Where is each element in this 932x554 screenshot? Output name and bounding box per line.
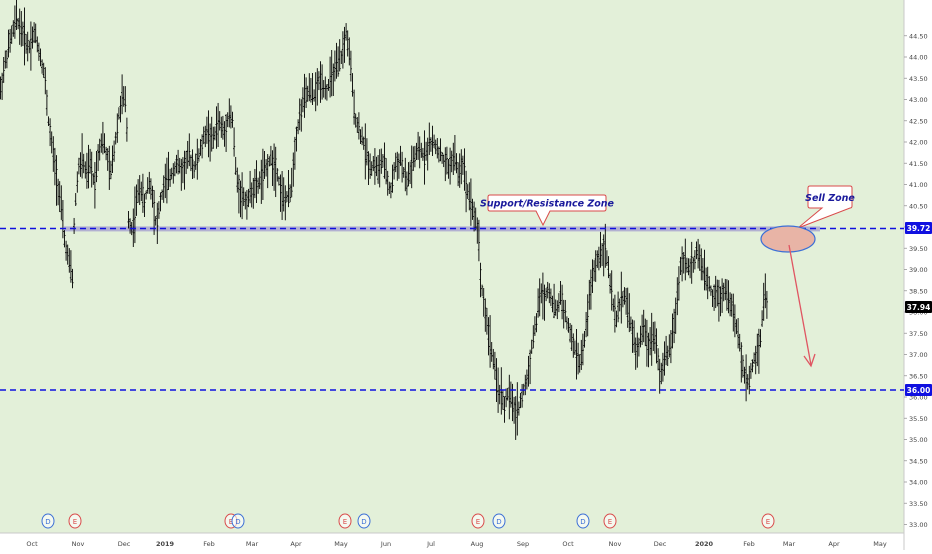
- price-tick-label: 34.50: [909, 457, 928, 465]
- time-tick-label: Feb: [743, 540, 755, 548]
- price-tick-label: 36.00: [909, 394, 928, 402]
- dividend-marker[interactable]: D: [576, 513, 590, 529]
- price-tick-label: 43.50: [909, 75, 928, 83]
- time-tick-label: Apr: [290, 540, 302, 548]
- price-tick-label: 44.00: [909, 54, 928, 62]
- callout-box: [797, 185, 853, 229]
- support-resistance-callout[interactable]: Support/Resistance Zone: [480, 194, 615, 227]
- price-tick-label: 39.00: [909, 266, 928, 274]
- event-marker-letter: D: [580, 518, 585, 526]
- price-axis-background: [904, 0, 932, 550]
- time-tick-label: May: [334, 540, 348, 548]
- dividend-marker[interactable]: D: [492, 513, 506, 529]
- time-tick-label: Aug: [471, 540, 484, 548]
- plot-background: [0, 0, 904, 533]
- time-tick-label: 2020: [695, 540, 714, 548]
- time-tick-label: Dec: [118, 540, 131, 548]
- support-price-text: 36.00: [907, 386, 931, 395]
- price-axis-ticks: 33.00 33.50 34.00 34.50 35.00 35.50 36.00 36.50…: [904, 32, 928, 529]
- dividend-marker[interactable]: D: [231, 513, 245, 529]
- time-axis-ticks: Oct Nov Dec 2019 Feb Mar Apr May Jun Jul Aug Sep Oct…: [26, 540, 886, 548]
- resistance-price-label: 39.72: [905, 222, 932, 234]
- time-tick-label: 2019: [156, 540, 175, 548]
- last-price-label: 37.94: [905, 301, 932, 313]
- event-marker-letter: E: [766, 518, 770, 526]
- event-marker-letter: D: [361, 518, 366, 526]
- price-tick-label: 40.50: [909, 202, 928, 210]
- time-axis-background: [0, 533, 904, 550]
- event-marker-letter: E: [476, 518, 480, 526]
- time-tick-label: Dec: [654, 540, 667, 548]
- price-tick-label: 39.50: [909, 245, 928, 253]
- resistance-price-text: 39.72: [907, 224, 931, 233]
- time-tick-label: Mar: [246, 540, 259, 548]
- support-price-label: 36.00: [905, 384, 932, 396]
- time-tick-label: Apr: [828, 540, 840, 548]
- event-marker-letter: D: [235, 518, 240, 526]
- time-tick-label: Jul: [426, 540, 435, 548]
- dividend-marker[interactable]: D: [357, 513, 371, 529]
- sell-zone-ellipse[interactable]: [760, 225, 816, 253]
- price-tick-label: 38.50: [909, 287, 928, 295]
- price-tick-label: 42.00: [909, 139, 928, 147]
- time-tick-label: Feb: [203, 540, 215, 548]
- event-marker-letter: E: [343, 518, 347, 526]
- time-tick-label: Sep: [517, 540, 529, 548]
- earnings-marker[interactable]: E: [338, 513, 352, 529]
- time-tick-label: Nov: [609, 540, 622, 548]
- event-marker-letter: D: [496, 518, 501, 526]
- callout-box: [487, 194, 607, 227]
- time-tick-label: Oct: [26, 540, 38, 548]
- price-tick-label: 33.50: [909, 500, 928, 508]
- price-tick-label: 41.50: [909, 160, 928, 168]
- price-tick-label: 44.50: [909, 32, 928, 40]
- sell-zone-callout[interactable]: Sell Zone: [760, 185, 855, 368]
- event-marker-letter: E: [608, 518, 612, 526]
- last-price-text: 37.94: [907, 303, 931, 312]
- price-levels: [0, 227, 904, 391]
- callout-text: Sell Zone: [805, 193, 855, 204]
- sell-arrow[interactable]: [788, 244, 812, 366]
- price-tick-label: 33.00: [909, 521, 928, 529]
- arrow-head-icon: [803, 353, 816, 368]
- price-tick-label: 35.00: [909, 436, 928, 444]
- price-tick-label: 34.00: [909, 479, 928, 487]
- price-tick-label: 37.00: [909, 351, 928, 359]
- price-tick-label: 36.50: [909, 372, 928, 380]
- dividend-marker[interactable]: D: [41, 513, 55, 529]
- time-tick-label: Oct: [562, 540, 574, 548]
- time-tick-label: Jun: [380, 540, 391, 548]
- event-marker-letter: E: [73, 518, 77, 526]
- price-tick-label: 42.50: [909, 117, 928, 125]
- time-tick-label: Nov: [72, 540, 85, 548]
- candles: [0, 0, 768, 440]
- price-tick-label: 35.50: [909, 415, 928, 423]
- earnings-marker[interactable]: E: [761, 513, 775, 529]
- event-marker-letter: E: [229, 518, 233, 526]
- earnings-marker[interactable]: E: [68, 513, 82, 529]
- earnings-marker[interactable]: E: [603, 513, 617, 529]
- price-tick-label: 41.00: [909, 181, 928, 189]
- price-tick-label: 43.00: [909, 96, 928, 104]
- time-tick-label: Mar: [783, 540, 796, 548]
- earnings-marker[interactable]: E: [471, 513, 485, 529]
- callout-text: Support/Resistance Zone: [480, 199, 615, 210]
- price-tick-label: 37.50: [909, 330, 928, 338]
- time-tick-label: May: [873, 540, 887, 548]
- event-marker-letter: D: [45, 518, 50, 526]
